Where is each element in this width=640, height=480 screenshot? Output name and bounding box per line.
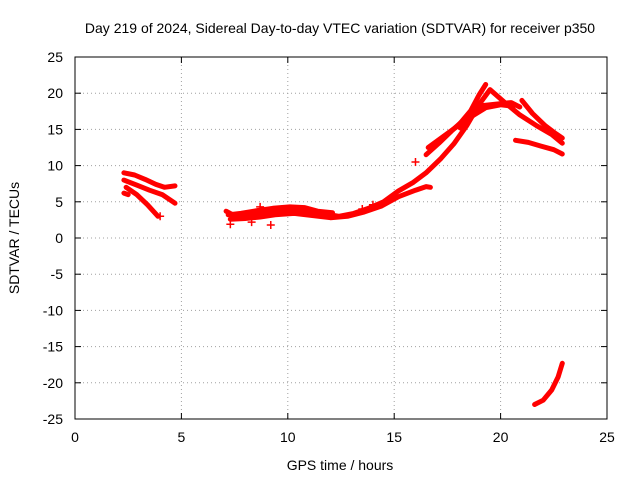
x-axis-label: GPS time / hours <box>287 457 394 473</box>
x-tick-label: 25 <box>599 429 615 445</box>
data-point-marker <box>358 205 367 214</box>
data-point-marker <box>256 202 265 211</box>
data-point-marker <box>226 220 235 229</box>
y-tick-label: 20 <box>47 85 63 101</box>
data-point-marker <box>156 212 165 221</box>
data-series-track-e1 <box>532 360 565 407</box>
data-point-marker <box>368 200 377 209</box>
data-series-track-d2 <box>519 97 565 141</box>
x-tick-label: 5 <box>178 429 186 445</box>
y-tick-label: -25 <box>43 411 63 427</box>
data-series-track-a1 <box>121 170 178 190</box>
data-series-track-a4 <box>121 190 131 198</box>
plot-frame <box>74 56 608 420</box>
x-tick-label: 10 <box>280 429 296 445</box>
y-tick-label: 10 <box>47 158 63 174</box>
y-tick-label: 0 <box>55 230 63 246</box>
y-tick-label: -20 <box>43 375 63 391</box>
data-layer <box>121 82 565 407</box>
chart-title: Day 219 of 2024, Sidereal Day-to-day VTE… <box>85 20 595 36</box>
data-series-track-a3 <box>123 184 161 219</box>
grid-layer <box>75 57 607 419</box>
tick-layer: 0 5 10 15 20 25 25 20 15 10 5 0 -5 -10 -15 -20 -25 <box>43 49 615 445</box>
data-series-track-a2 <box>121 177 178 206</box>
x-tick-label: 0 <box>71 429 79 445</box>
y-tick-label: -5 <box>51 266 64 282</box>
y-tick-label: 5 <box>55 194 63 210</box>
y-tick-label: -10 <box>43 302 63 318</box>
y-tick-label: 15 <box>47 121 63 137</box>
data-series-track-b3 <box>225 204 335 218</box>
data-point-marker <box>411 157 420 166</box>
y-tick-label: -15 <box>43 339 63 355</box>
data-series-track-d1 <box>513 137 565 157</box>
data-series-track-c3 <box>457 102 516 131</box>
data-point-marker <box>266 220 275 229</box>
y-tick-label: 25 <box>47 49 63 65</box>
data-point-marker <box>247 218 256 227</box>
data-series-track-c2 <box>425 82 489 150</box>
data-series-track-b2 <box>227 184 433 222</box>
x-tick-label: 15 <box>386 429 402 445</box>
y-axis-label: SDTVAR / TECUs <box>6 182 22 294</box>
x-tick-label: 20 <box>493 429 509 445</box>
